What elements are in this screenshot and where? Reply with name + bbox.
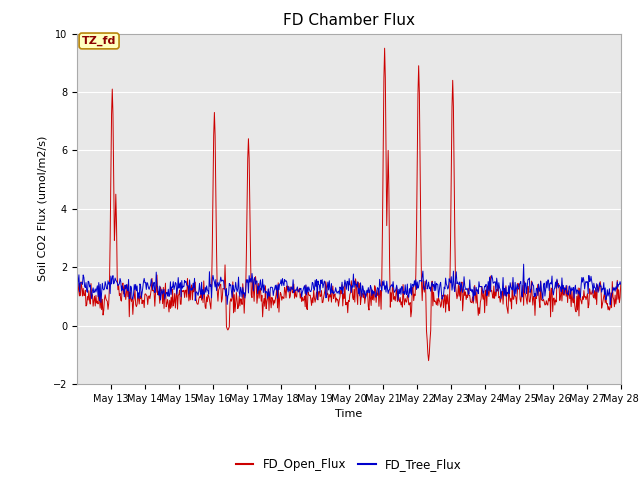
FD_Tree_Flux (617, 281, 625, 287)
FD_Tree_Flux (435, 288, 443, 294)
FD_Open_Flux (381, 45, 388, 51)
FD_Tree_Flux (264, 295, 271, 301)
Title: FD Chamber Flux: FD Chamber Flux (283, 13, 415, 28)
FD_Tree_Flux (606, 301, 614, 307)
FD_Open_Flux (617, 281, 625, 287)
FD_Open_Flux (264, 295, 271, 301)
FD_Open_Flux (406, 302, 413, 308)
FD_Open_Flux (284, 283, 292, 289)
FD_Tree_Flux (284, 289, 292, 295)
FD_Open_Flux (137, 296, 145, 301)
Text: TZ_fd: TZ_fd (82, 36, 116, 46)
FD_Tree_Flux (405, 294, 413, 300)
FD_Open_Flux (437, 304, 445, 310)
Line: FD_Tree_Flux: FD_Tree_Flux (77, 264, 621, 304)
Y-axis label: Soil CO2 Flux (umol/m2/s): Soil CO2 Flux (umol/m2/s) (37, 136, 47, 281)
FD_Tree_Flux (137, 283, 145, 289)
FD_Open_Flux (237, 296, 244, 301)
Legend: FD_Open_Flux, FD_Tree_Flux: FD_Open_Flux, FD_Tree_Flux (231, 454, 467, 476)
FD_Open_Flux (425, 358, 433, 363)
Line: FD_Open_Flux: FD_Open_Flux (77, 48, 621, 360)
FD_Tree_Flux (237, 284, 244, 290)
FD_Tree_Flux (520, 261, 527, 267)
X-axis label: Time: Time (335, 409, 362, 419)
FD_Open_Flux (73, 290, 81, 296)
FD_Tree_Flux (73, 288, 81, 293)
